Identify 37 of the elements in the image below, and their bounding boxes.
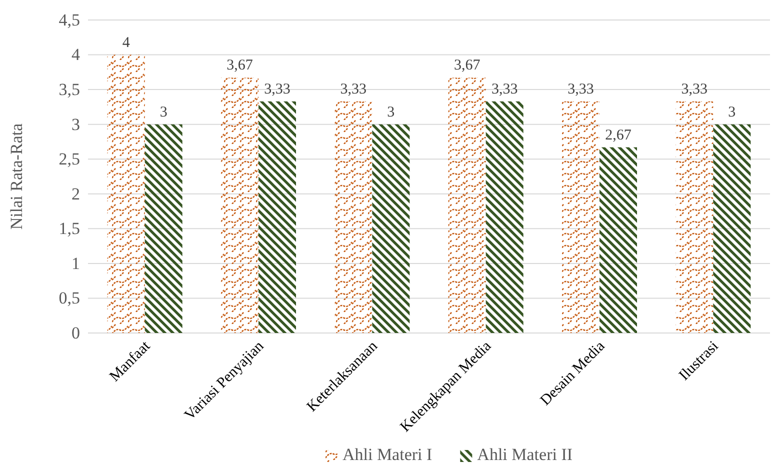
bar <box>600 147 638 333</box>
data-label: 4 <box>122 34 130 51</box>
bar <box>562 101 600 333</box>
data-label: 3,33 <box>340 81 367 98</box>
y-tick-label: 2 <box>72 184 80 204</box>
bar <box>676 101 714 333</box>
y-tick-label: 4,5 <box>58 10 80 30</box>
bar <box>448 78 486 333</box>
data-label: 3,33 <box>568 81 594 98</box>
data-label: 3 <box>728 104 736 120</box>
data-label: 3,33 <box>264 81 290 98</box>
y-tick-label: 0,5 <box>58 288 80 308</box>
bar <box>486 101 524 333</box>
data-label: 3,67 <box>454 58 481 74</box>
y-tick-label: 3 <box>72 114 80 134</box>
bar <box>107 54 145 333</box>
data-label: 3 <box>387 104 395 120</box>
bar <box>372 124 410 333</box>
y-axis-title: Nilai Rata-Rata <box>7 122 26 230</box>
bar <box>144 124 182 333</box>
y-tick-label: 1 <box>72 254 80 273</box>
legend-label: Ahli Materi I <box>342 445 433 464</box>
y-tick-label: 3,5 <box>58 80 80 99</box>
bar <box>713 124 751 333</box>
bar <box>334 101 372 333</box>
bar <box>258 101 296 333</box>
y-tick-label: 2,5 <box>58 150 80 169</box>
data-label: 3 <box>160 104 168 120</box>
bar <box>220 78 258 333</box>
data-label: 3,67 <box>226 58 254 74</box>
y-tick-label: 0 <box>72 323 80 342</box>
data-label: 3,33 <box>681 81 708 98</box>
data-label: 3,33 <box>491 81 518 98</box>
legend-label: Ahli Materi II <box>477 445 573 464</box>
data-label: 2,67 <box>605 127 632 144</box>
y-tick-label: 1,5 <box>58 219 80 238</box>
y-tick-label: 4 <box>72 45 80 64</box>
